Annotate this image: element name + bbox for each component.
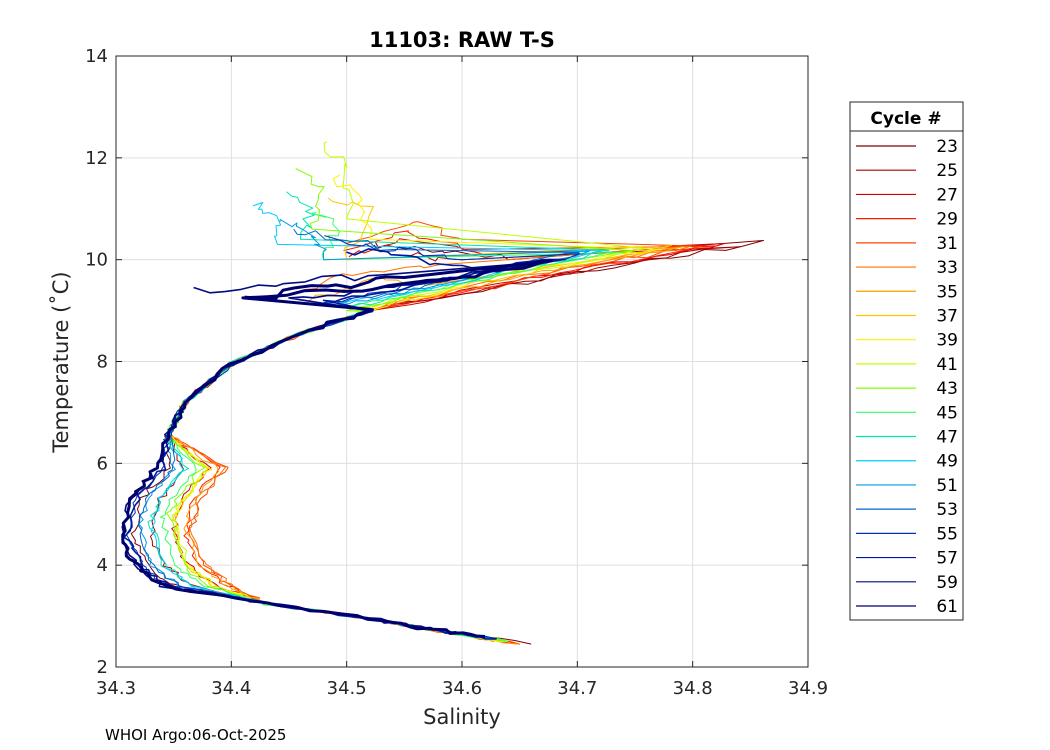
series-line-61 xyxy=(121,259,553,638)
x-axis-label: Salinity xyxy=(423,705,501,729)
footer-credit: WHOI Argo:06-Oct-2025 xyxy=(105,726,286,744)
x-tick-label: 34.6 xyxy=(442,678,482,699)
legend-label-45: 45 xyxy=(936,403,958,423)
x-tick-label: 34.7 xyxy=(557,678,597,699)
series-lines xyxy=(121,141,764,645)
legend-label-37: 37 xyxy=(936,306,958,326)
y-tick-label: 6 xyxy=(97,453,108,474)
legend-label-55: 55 xyxy=(936,524,958,544)
x-tick-label: 34.8 xyxy=(673,678,713,699)
legend-label-29: 29 xyxy=(936,210,958,230)
x-tick-label: 34.4 xyxy=(211,678,251,699)
legend-items: 23 25 27 29 31 33 35 37 39 41 43 45 47 49 51 53 55 57 59 61 xyxy=(856,137,958,617)
x-tick-label: 34.9 xyxy=(788,678,828,699)
y-tick-label: 14 xyxy=(85,46,108,67)
y-tick-label: 12 xyxy=(85,148,108,169)
legend-label-31: 31 xyxy=(936,234,958,254)
legend-label-59: 59 xyxy=(936,573,958,593)
y-tick-label: 2 xyxy=(97,657,108,678)
y-axis-label: Temperature (˚C) xyxy=(49,271,73,453)
y-tick-label: 4 xyxy=(97,555,108,576)
x-tick-label: 34.5 xyxy=(327,678,367,699)
legend-label-33: 33 xyxy=(936,258,958,278)
chart-title: 11103: RAW T-S xyxy=(369,28,555,52)
legend-label-35: 35 xyxy=(936,282,958,302)
y-tick-label: 10 xyxy=(85,250,108,271)
legend-label-41: 41 xyxy=(936,355,958,375)
legend-label-49: 49 xyxy=(936,452,958,472)
x-tick-label: 34.3 xyxy=(96,678,136,699)
y-tick-label: 8 xyxy=(97,352,108,373)
legend-label-61: 61 xyxy=(936,597,958,617)
legend-label-43: 43 xyxy=(936,379,958,399)
legend-label-53: 53 xyxy=(936,500,958,520)
legend-label-57: 57 xyxy=(936,549,958,569)
axis-ticks: 34.3 34.4 34.5 34.6 34.7 34.8 34.9 2 4 6 8 10 12 14 xyxy=(85,46,828,699)
legend-label-23: 23 xyxy=(936,137,958,157)
legend-label-47: 47 xyxy=(936,428,958,448)
legend-label-27: 27 xyxy=(936,185,958,205)
legend-title: Cycle # xyxy=(870,109,941,129)
legend: Cycle # 23 25 27 29 31 33 35 37 39 41 43 45 47 49 51 53… xyxy=(849,101,964,621)
legend-label-25: 25 xyxy=(936,161,958,181)
legend-label-39: 39 xyxy=(936,331,958,351)
legend-label-51: 51 xyxy=(936,476,958,496)
